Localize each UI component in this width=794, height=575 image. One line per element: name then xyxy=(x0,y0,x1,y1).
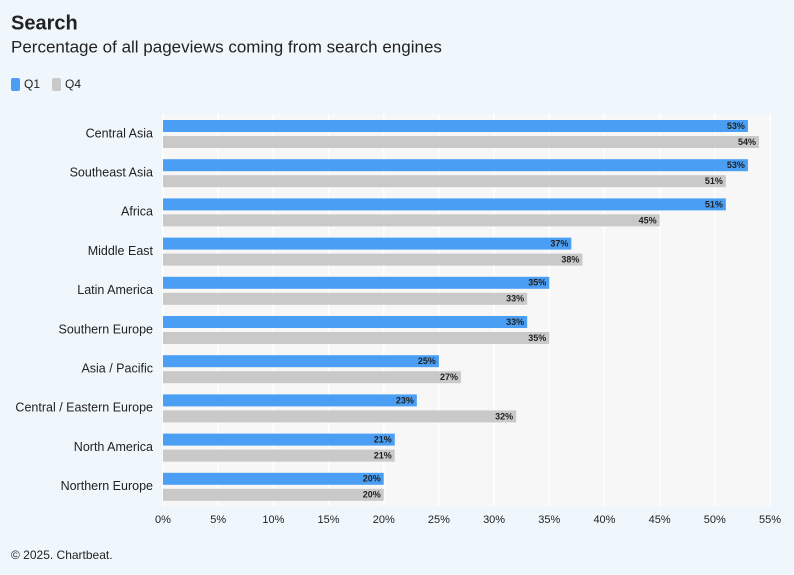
y-tick-label: Southern Europe xyxy=(58,322,153,336)
value-label: 20% xyxy=(363,490,381,500)
chart-title: Search xyxy=(11,12,78,34)
bar xyxy=(163,332,550,344)
bar xyxy=(163,472,384,485)
bar xyxy=(163,433,395,446)
x-tick-label: 55% xyxy=(759,514,781,526)
y-tick-label: Asia / Pacific xyxy=(81,361,153,375)
y-tick-label: Northern Europe xyxy=(61,479,153,493)
value-label: 37% xyxy=(550,238,568,248)
y-tick-label: Middle East xyxy=(88,244,154,258)
plot-area xyxy=(163,114,770,506)
bar xyxy=(163,175,726,188)
value-label: 53% xyxy=(727,121,745,131)
bar xyxy=(163,449,395,462)
legend-label: Q4 xyxy=(65,77,81,91)
bar xyxy=(163,237,572,250)
value-label: 35% xyxy=(528,278,546,288)
bar xyxy=(163,316,528,328)
value-label: 21% xyxy=(374,434,392,444)
x-tick-label: 40% xyxy=(593,514,615,526)
x-tick-label: 45% xyxy=(649,514,671,526)
value-label: 27% xyxy=(440,372,458,382)
bar xyxy=(163,120,748,132)
value-label: 45% xyxy=(639,215,657,225)
y-tick-label: Latin America xyxy=(77,283,153,297)
x-tick-label: 0% xyxy=(155,514,171,526)
value-label: 21% xyxy=(374,450,392,460)
bar xyxy=(163,276,550,289)
x-tick-label: 35% xyxy=(538,514,560,526)
value-label: 54% xyxy=(738,137,756,147)
y-tick-label: Southeast Asia xyxy=(70,165,153,179)
x-tick-label: 15% xyxy=(318,514,340,526)
chart-subtitle: Percentage of all pageviews coming from … xyxy=(11,37,442,56)
x-tick-label: 5% xyxy=(210,514,226,526)
legend-swatch xyxy=(52,78,62,91)
bar xyxy=(163,214,660,227)
value-label: 20% xyxy=(363,474,381,484)
value-label: 32% xyxy=(495,411,513,421)
value-label: 53% xyxy=(727,160,745,170)
value-label: 51% xyxy=(705,199,723,209)
value-label: 33% xyxy=(506,294,524,304)
value-label: 35% xyxy=(528,333,546,343)
bar xyxy=(163,292,528,305)
value-label: 25% xyxy=(418,356,436,366)
source: © 2025. Chartbeat. xyxy=(11,548,113,562)
x-tick-label: 10% xyxy=(262,514,284,526)
value-label: 51% xyxy=(705,176,723,186)
y-tick-label: Central / Eastern Europe xyxy=(15,401,153,415)
bar xyxy=(163,253,583,266)
value-label: 38% xyxy=(561,254,579,264)
legend-swatch xyxy=(11,78,20,91)
bar xyxy=(163,198,726,211)
bar xyxy=(163,410,517,423)
value-label: 23% xyxy=(396,395,414,405)
bar xyxy=(163,488,384,501)
legend-label: Q1 xyxy=(24,77,40,91)
y-tick-label: North America xyxy=(74,440,153,454)
bar xyxy=(163,136,759,148)
bar xyxy=(163,394,417,407)
x-tick-label: 25% xyxy=(428,514,450,526)
value-label: 33% xyxy=(506,317,524,327)
bar xyxy=(163,355,439,368)
x-tick-label: 50% xyxy=(704,514,726,526)
x-tick-label: 20% xyxy=(373,514,395,526)
bar xyxy=(163,371,461,384)
y-tick-label: Central Asia xyxy=(86,126,153,140)
y-tick-label: Africa xyxy=(121,205,153,219)
x-tick-label: 30% xyxy=(483,514,505,526)
bar xyxy=(163,159,748,172)
